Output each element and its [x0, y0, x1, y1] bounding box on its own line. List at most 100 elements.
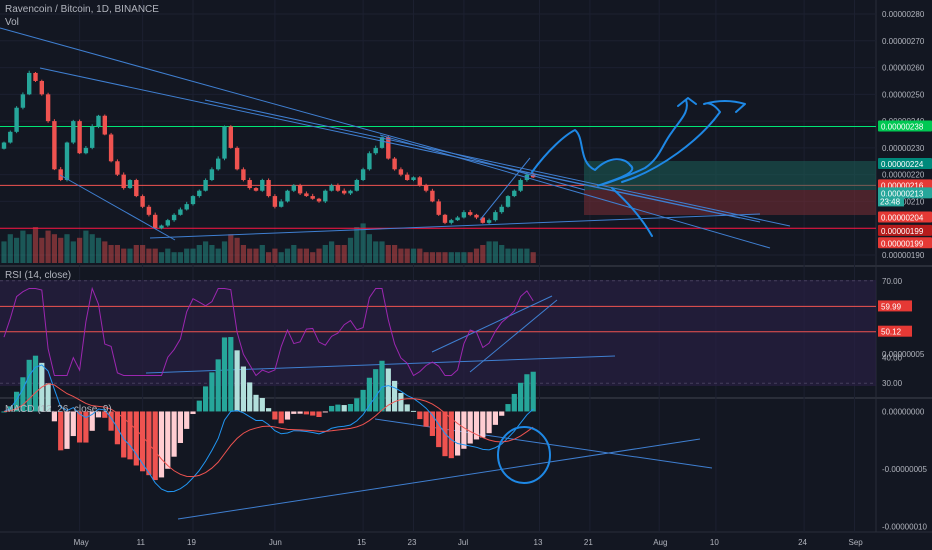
volume-bar [473, 248, 480, 263]
macd-bar [392, 380, 398, 412]
candle-body [234, 147, 240, 170]
macd-bar [121, 411, 127, 458]
time-tick-label: 23 [408, 538, 417, 547]
macd-circle[interactable] [497, 426, 551, 484]
macd-bar [404, 404, 410, 412]
candle-body [518, 180, 523, 191]
macd-trendline-1[interactable] [177, 438, 701, 520]
candle-body [241, 169, 246, 181]
candle-body [153, 214, 158, 229]
macd-bar [228, 337, 234, 412]
macd-bar [486, 411, 492, 434]
trend-lines[interactable] [0, 27, 791, 520]
volume-bar [455, 252, 461, 263]
price-tag-label: 0.00000199 [881, 227, 924, 236]
arrow-up-head[interactable] [677, 97, 697, 107]
arrow-right[interactable] [621, 100, 746, 183]
candle-body [411, 177, 416, 181]
macd-bar [215, 359, 221, 412]
price-axis[interactable]: 0.00000280 0.00000270 0.00000260 0.00000250… [882, 10, 927, 531]
price-tick-label: 0.00000230 [882, 144, 925, 153]
trendline-7[interactable] [479, 157, 531, 221]
trendline-5[interactable] [59, 174, 176, 241]
candle-body [247, 180, 252, 189]
price-tag-label: 0.00000213 [881, 189, 924, 198]
prediction-squiggle[interactable] [531, 99, 688, 187]
macd-bar [297, 411, 303, 414]
candle-body [373, 147, 378, 154]
volume-bar [366, 234, 372, 263]
volume-bar [499, 245, 505, 263]
time-tick-label: 21 [584, 538, 593, 547]
volume-bar [448, 252, 454, 263]
price-tag-label: 0.00000216 [881, 181, 924, 190]
volume-bar [127, 248, 133, 263]
candle-body [461, 212, 467, 218]
price-tag-bg [878, 187, 932, 199]
rsi-trendline-2[interactable] [431, 295, 553, 353]
volume-bar [436, 252, 442, 263]
candle-body [45, 94, 51, 122]
volume-bar [266, 252, 272, 263]
macd-bar [291, 411, 297, 414]
rsi-trendline-3[interactable] [469, 299, 558, 373]
candle-body [228, 126, 233, 148]
candle-body [291, 185, 296, 191]
volume-bar [347, 237, 354, 263]
trendline-6[interactable] [149, 213, 761, 239]
candle-body [304, 193, 309, 197]
candle-body [272, 196, 278, 207]
candle-body [64, 142, 70, 181]
macd-bar [247, 382, 253, 412]
macd-bar [354, 398, 360, 412]
volume-bar [530, 252, 536, 263]
candle-body [430, 190, 435, 202]
macd-bar [379, 360, 385, 412]
macd-bar [177, 411, 183, 443]
trendline-8[interactable] [514, 169, 741, 219]
price-tag-label: 0.00000204 [881, 213, 924, 222]
macd-bar [385, 368, 391, 412]
volume-bar [379, 241, 385, 263]
volume-bar [121, 248, 127, 263]
candle-body [222, 126, 227, 159]
macd-bar [77, 411, 83, 443]
volume-bar [429, 252, 435, 263]
macd-bar [190, 411, 196, 414]
volume-bar [165, 248, 171, 263]
candle-body [348, 190, 353, 194]
volume-bar [373, 241, 379, 263]
trendline-4[interactable] [379, 134, 771, 249]
macd-bar [511, 393, 517, 412]
candle-body [480, 217, 485, 223]
time-axis[interactable]: May 11 19 Jun 15 23 Jul 13 21 Aug 10 24 Sep [74, 538, 864, 547]
candle-series[interactable] [1, 70, 536, 230]
price-tag-label: 0.00000238 [881, 122, 924, 131]
volume-bar [32, 227, 39, 263]
volume-bar [284, 248, 291, 263]
macd-bar [373, 369, 379, 412]
volume-bar [7, 234, 13, 263]
volume-bar [398, 248, 404, 263]
volume-bar [278, 252, 284, 263]
volume-bar [51, 234, 57, 263]
macd-bar [203, 386, 209, 412]
rsi-tag-bg [878, 300, 912, 312]
trendline-1[interactable] [0, 27, 586, 191]
macd-bar [1, 411, 7, 413]
hand-drawn-annotation[interactable] [497, 97, 746, 484]
take-profit-zone[interactable] [584, 161, 876, 190]
volume-bar [196, 245, 202, 263]
macd-bar [58, 411, 64, 451]
candle-body [266, 180, 271, 197]
candle-body [27, 72, 32, 95]
candle-body [486, 220, 492, 223]
trendline-3[interactable] [204, 99, 791, 227]
volume-bar [329, 241, 335, 263]
down-stroke[interactable] [611, 187, 653, 237]
macd-bar [467, 411, 473, 444]
stop-loss-zone[interactable] [584, 190, 876, 215]
macd-bar [140, 411, 146, 472]
volume-bar [140, 245, 146, 263]
